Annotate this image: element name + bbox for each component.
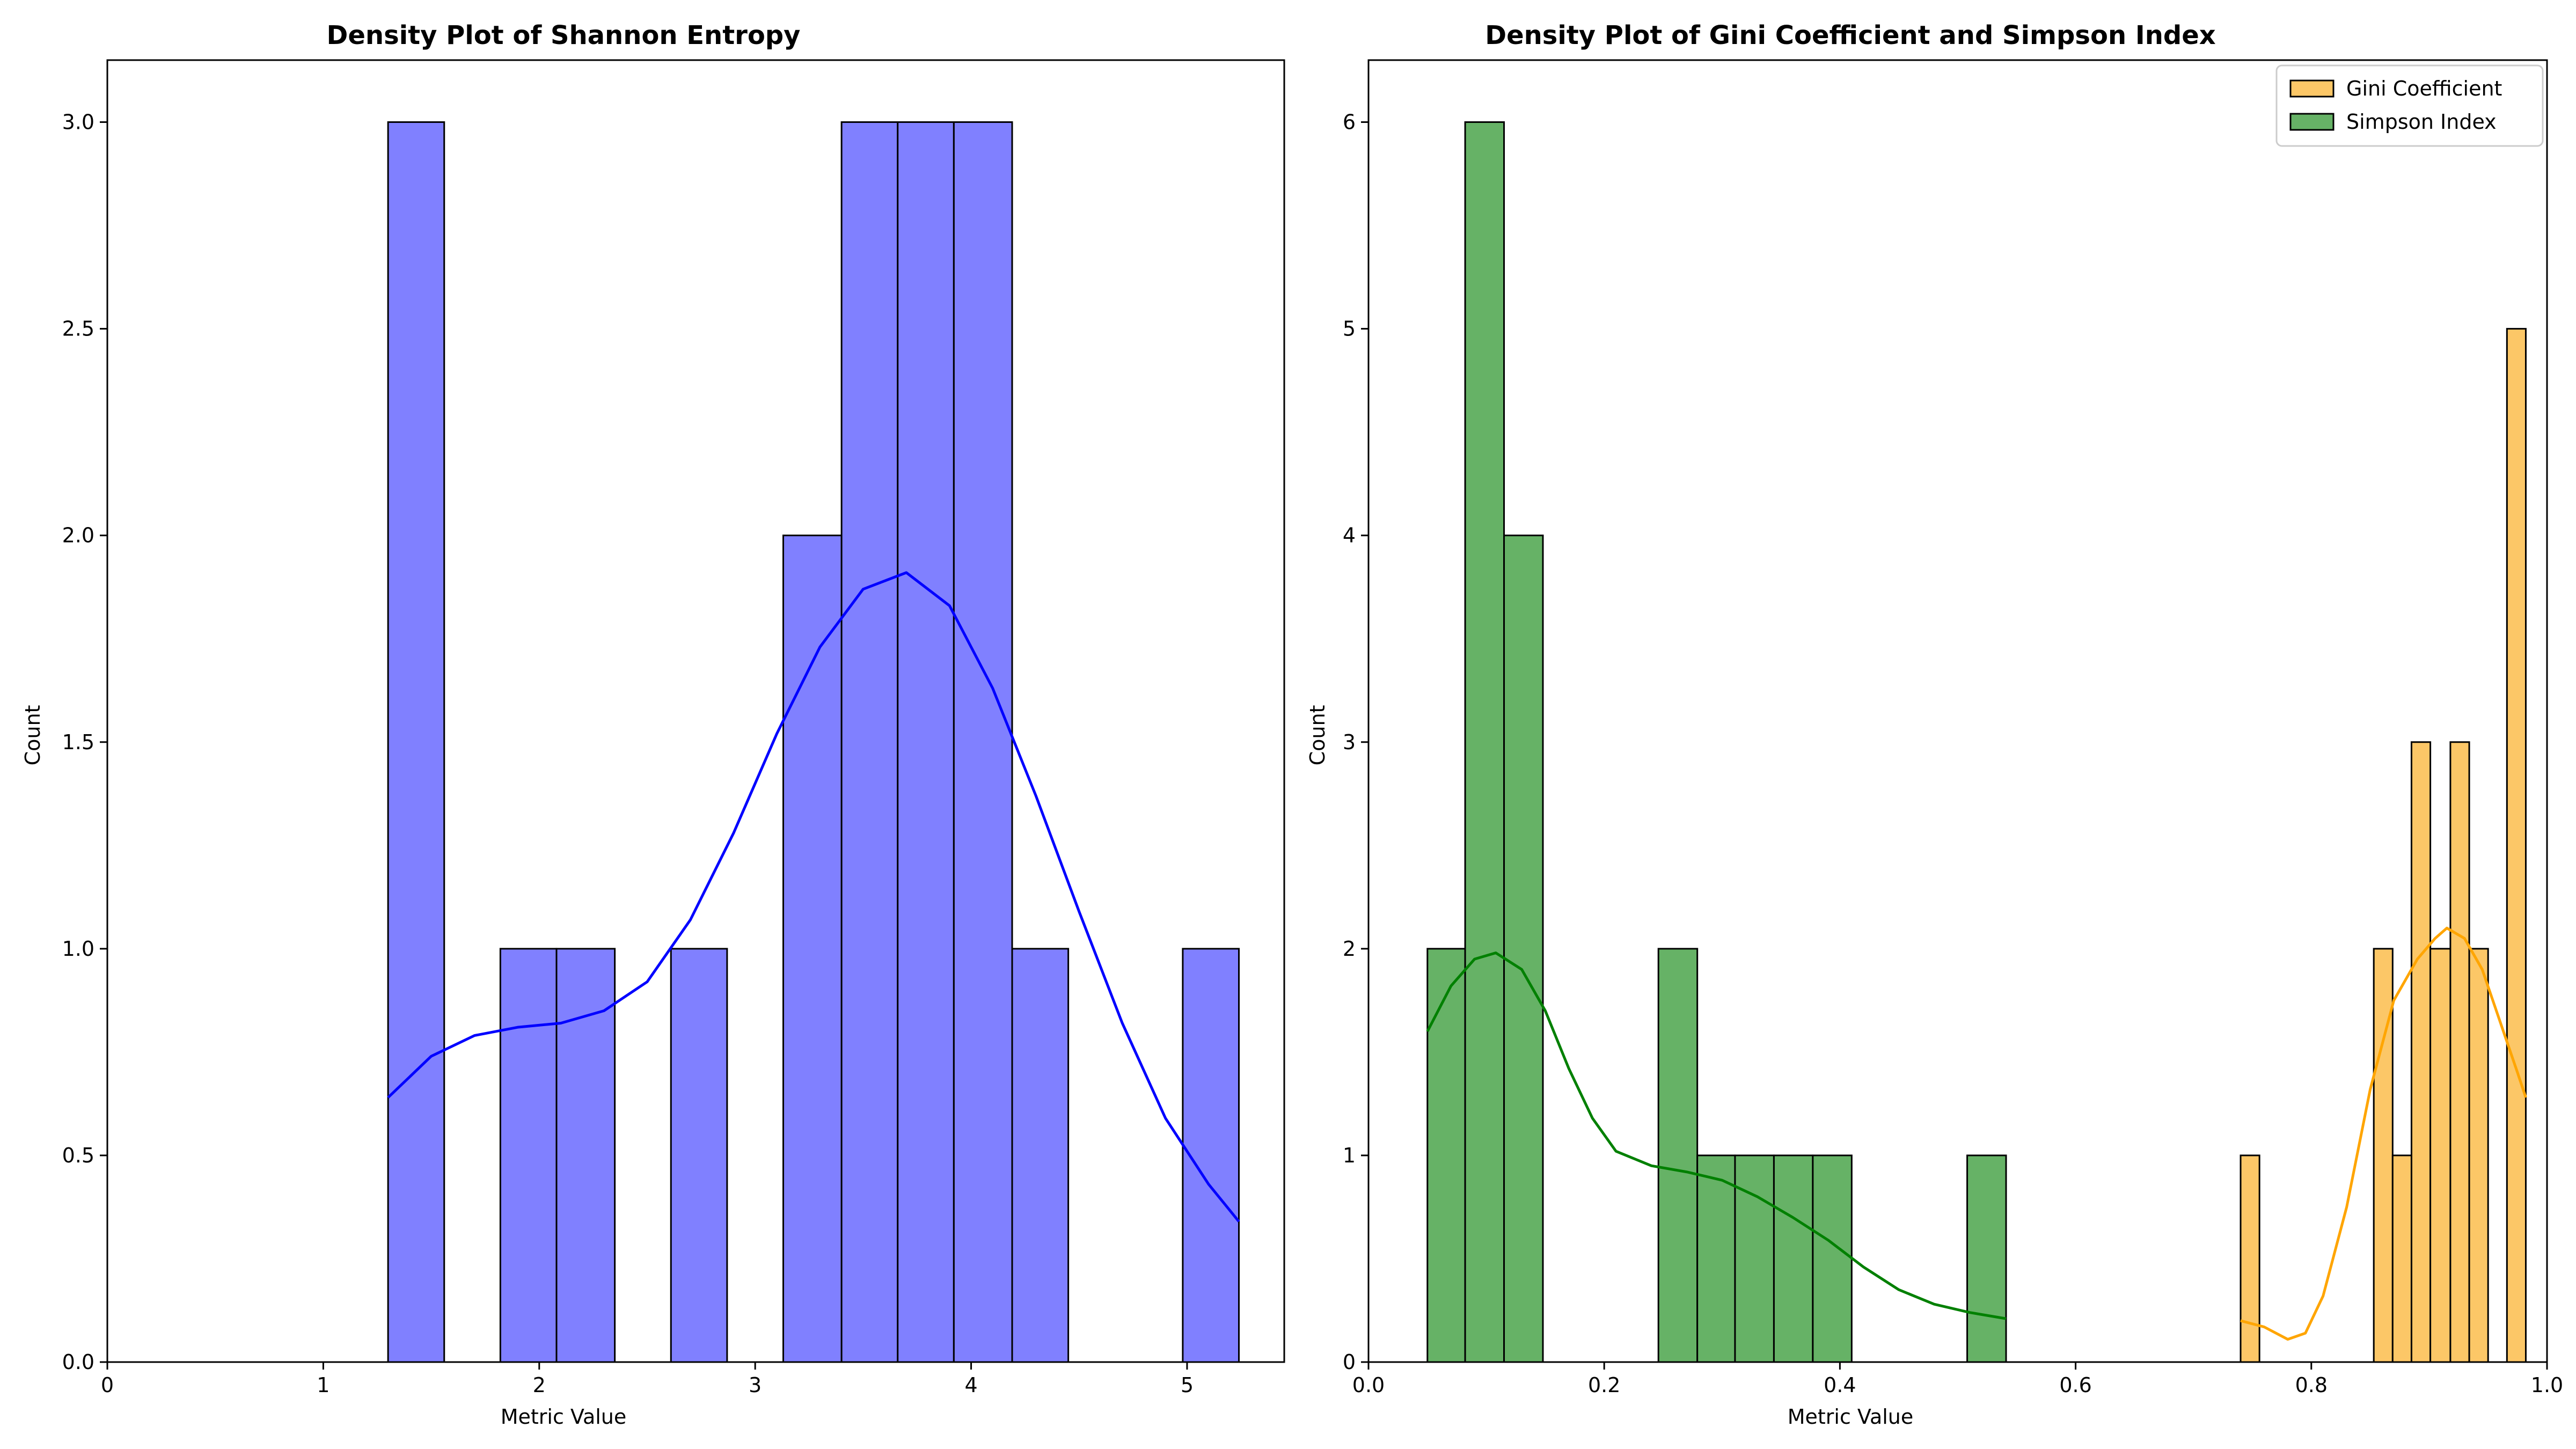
shannon-bar xyxy=(387,121,445,1363)
shannon-bar xyxy=(670,948,728,1363)
y-tick-label: 4 xyxy=(1343,524,1356,547)
gini-simpson-y-ticks: 0 1 2 3 4 5 6 xyxy=(1343,111,1368,1374)
legend-box xyxy=(2275,64,2544,147)
y-tick-label: 1 xyxy=(1343,1144,1356,1167)
gini-simpson-y-axis-label: Count xyxy=(1306,705,1329,766)
y-tick-label: 0 xyxy=(1343,1350,1356,1374)
shannon-axes-frame xyxy=(106,59,1285,1363)
x-tick-label: 0.2 xyxy=(1588,1373,1620,1397)
shannon-kde-curve xyxy=(387,571,1240,1223)
gini-bar xyxy=(2410,741,2432,1363)
gini-simpson-axes-frame xyxy=(1367,59,2548,1363)
y-tick-label: 1.5 xyxy=(62,730,94,754)
legend-label-simpson: Simpson Index xyxy=(2346,110,2497,134)
simpson-bar xyxy=(1503,535,1544,1363)
simpson-bar xyxy=(1734,1154,1775,1363)
shannon-bar xyxy=(499,948,558,1363)
x-tick-label: 1.0 xyxy=(2531,1373,2563,1397)
y-tick-label: 2.5 xyxy=(62,317,94,341)
shannon-x-ticks: 0 1 2 3 4 5 xyxy=(101,1362,1194,1397)
gini-simpson-subplot: Density Plot of Gini Coefficient and Sim… xyxy=(1306,20,2563,1429)
y-tick-label: 6 xyxy=(1343,111,1356,134)
shannon-histogram-bars xyxy=(387,121,1240,1363)
simpson-bar xyxy=(1464,121,1505,1363)
simpson-bar xyxy=(1966,1154,2007,1363)
y-tick-label: 2.0 xyxy=(62,524,94,547)
shannon-y-axis-label: Count xyxy=(21,705,45,766)
gini-simpson-x-ticks: 0.0 0.2 0.4 0.6 0.8 1.0 xyxy=(1352,1362,2563,1397)
x-tick-label: 1 xyxy=(317,1373,330,1397)
x-tick-label: 5 xyxy=(1181,1373,1194,1397)
shannon-bar xyxy=(555,948,616,1363)
x-tick-label: 0.8 xyxy=(2295,1373,2328,1397)
simpson-bar xyxy=(1773,1154,1814,1363)
shannon-bar xyxy=(1182,948,1240,1363)
y-tick-label: 3.0 xyxy=(62,111,94,134)
shannon-bar xyxy=(953,121,1013,1363)
y-tick-label: 0.0 xyxy=(62,1350,94,1374)
gini-simpson-x-axis-label: Metric Value xyxy=(1788,1405,1914,1429)
gini-bar xyxy=(2506,328,2527,1363)
y-tick-label: 2 xyxy=(1343,937,1356,961)
x-tick-label: 3 xyxy=(749,1373,762,1397)
x-tick-label: 0.6 xyxy=(2059,1373,2091,1397)
simpson-bar xyxy=(1696,1154,1736,1363)
y-tick-label: 0.5 xyxy=(62,1144,94,1167)
y-tick-label: 5 xyxy=(1343,317,1356,341)
y-tick-label: 3 xyxy=(1343,730,1356,754)
x-tick-label: 4 xyxy=(964,1373,977,1397)
gini-bar xyxy=(2391,1154,2412,1363)
shannon-x-axis-label: Metric Value xyxy=(501,1405,627,1429)
legend-swatch-simpson xyxy=(2289,113,2334,131)
shannon-entropy-subplot: Density Plot of Shannon Entropy 0 1 2 3 4 5 0… xyxy=(21,20,1285,1429)
legend-label-gini: Gini Coefficient xyxy=(2346,77,2502,100)
gini-bar xyxy=(2449,741,2470,1363)
shannon-bar xyxy=(1011,948,1070,1363)
simpson-kde-curve xyxy=(1426,952,2007,1320)
legend-swatch-gini xyxy=(2289,79,2334,98)
x-tick-label: 0 xyxy=(101,1373,114,1397)
gini-bar xyxy=(2240,1154,2260,1363)
x-tick-label: 0.0 xyxy=(1352,1373,1385,1397)
gini-kde-curve xyxy=(2240,926,2527,1341)
legend: Gini Coefficient Simpson Index xyxy=(2275,64,2544,147)
shannon-bar xyxy=(840,121,899,1363)
simpson-bar xyxy=(1657,948,1699,1363)
simpson-bar xyxy=(1426,948,1466,1363)
y-tick-label: 1.0 xyxy=(62,937,94,961)
x-tick-label: 0.4 xyxy=(1824,1373,1856,1397)
gini-simpson-chart-title: Density Plot of Gini Coefficient and Sim… xyxy=(1485,20,2216,50)
gini-bar xyxy=(2468,948,2489,1363)
shannon-bar xyxy=(897,121,955,1363)
simpson-bar xyxy=(1812,1154,1853,1363)
gini-bar xyxy=(2429,948,2451,1363)
shannon-chart-title: Density Plot of Shannon Entropy xyxy=(327,20,801,50)
shannon-y-ticks: 0.0 0.5 1.0 1.5 2.0 2.5 3.0 xyxy=(62,111,107,1374)
x-tick-label: 2 xyxy=(533,1373,546,1397)
